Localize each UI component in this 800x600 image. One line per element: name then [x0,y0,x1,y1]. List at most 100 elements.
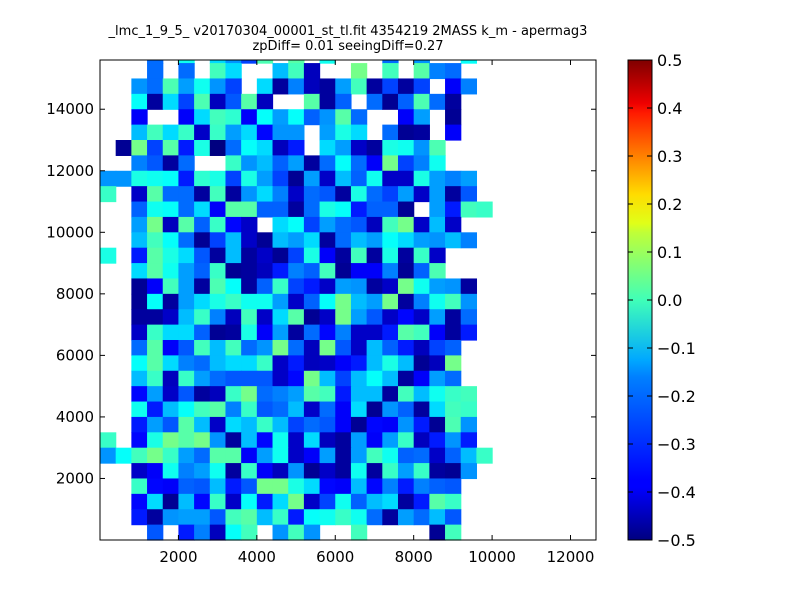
colorbar-tick-label: 0.5 [657,51,682,70]
heatmap-cell [178,524,195,541]
heatmap-cell [319,432,336,449]
heatmap-cell [241,309,258,326]
heatmap-cell [303,447,321,464]
heatmap-cell [209,401,227,418]
heatmap-cell [162,463,180,480]
heatmap-cell [147,493,164,510]
heatmap-cell [319,232,336,249]
heatmap-cell [335,401,352,418]
heatmap-cell [225,309,242,326]
heatmap-cell [303,355,321,372]
heatmap-cell [288,324,305,341]
heatmap-cell [178,324,195,341]
heatmap-cell [194,232,211,249]
heatmap-cell [366,140,383,156]
heatmap-cell [209,309,227,326]
heatmap-cell [382,186,399,203]
heatmap-cell [209,416,227,433]
heatmap-cell [209,386,227,403]
heatmap-cell [366,386,383,403]
heatmap-cell [382,263,399,280]
heatmap-cell [445,309,462,326]
heatmap-cell [350,478,368,495]
heatmap-cell [100,170,117,187]
heatmap-cell [209,63,227,80]
heatmap-cell [272,309,289,326]
heatmap-cell [350,124,368,141]
heatmap-cell [256,355,274,372]
heatmap-cell [147,340,164,356]
heatmap-cell [335,201,352,218]
heatmap-cell [445,109,462,126]
heatmap-cell [178,186,195,203]
heatmap-cell [178,309,195,326]
heatmap-cell [319,370,336,387]
heatmap-cell [100,447,117,464]
heatmap-cell [194,524,211,541]
heatmap-cell [319,293,336,310]
heatmap-cell [194,478,211,495]
heatmap-cell [476,201,493,218]
colorbar-tick-label: 0.3 [657,147,682,166]
heatmap-cell [303,232,321,249]
heatmap-cell [256,416,274,433]
heatmap-cell [382,416,399,433]
heatmap-cell [131,401,148,418]
heatmap-cell [147,124,164,141]
chart-title: _lmc_1_9_5_ v20170304_00001_st_tl.fit 43… [108,24,588,39]
heatmap-cell [131,124,148,141]
heatmap-cell [319,493,336,510]
heatmap-cell [272,232,289,249]
heatmap-cell [429,293,446,310]
heatmap-cell [350,386,368,403]
heatmap-cell [162,140,180,156]
heatmap-cell [445,293,462,310]
heatmap-cell [429,386,446,403]
heatmap-cell [350,109,368,126]
heatmap-cell [272,293,289,310]
heatmap-cell [209,232,227,249]
heatmap-cell [366,478,383,495]
heatmap-cell [303,78,321,95]
heatmap-cell [194,201,211,218]
heatmap-cell [335,493,352,510]
heatmap-cell [241,355,258,372]
heatmap-cell [256,401,274,418]
heatmap-cell [429,432,446,449]
heatmap-cell [241,463,258,480]
heatmap-cell [288,386,305,403]
x-tick-label: 2000 [159,548,197,566]
heatmap-cell [350,401,368,418]
colorbar-tick-label: −0.5 [657,531,696,550]
heatmap-cell [335,340,352,356]
heatmap-cell [194,447,211,464]
heatmap-cell [131,155,148,172]
heatmap-cell [225,263,242,280]
heatmap-cell [445,278,462,295]
heatmap-cell [429,355,446,372]
heatmap-cell [178,386,195,403]
heatmap-cell [131,170,148,187]
heatmap-cell [429,463,446,480]
heatmap-cell [178,78,195,95]
heatmap-cell [413,386,430,403]
heatmap-cell [194,263,211,280]
heatmap-cell [429,216,446,233]
heatmap-cell [366,293,383,310]
heatmap-cell [209,78,227,95]
heatmap-cell [319,140,336,156]
heatmap-cell [397,124,415,141]
heatmap-cell [241,93,258,110]
heatmap-cell [445,524,462,541]
heatmap-cell [256,201,274,218]
heatmap-cell [460,293,478,310]
heatmap-cell [147,63,164,80]
heatmap-cell [131,232,148,249]
heatmap-cell [303,109,321,126]
heatmap-cell [350,170,368,187]
heatmap-cell [225,93,242,110]
heatmap-cell [303,524,321,541]
heatmap-cell [194,216,211,233]
heatmap-cell [241,170,258,187]
heatmap-cell [288,478,305,495]
